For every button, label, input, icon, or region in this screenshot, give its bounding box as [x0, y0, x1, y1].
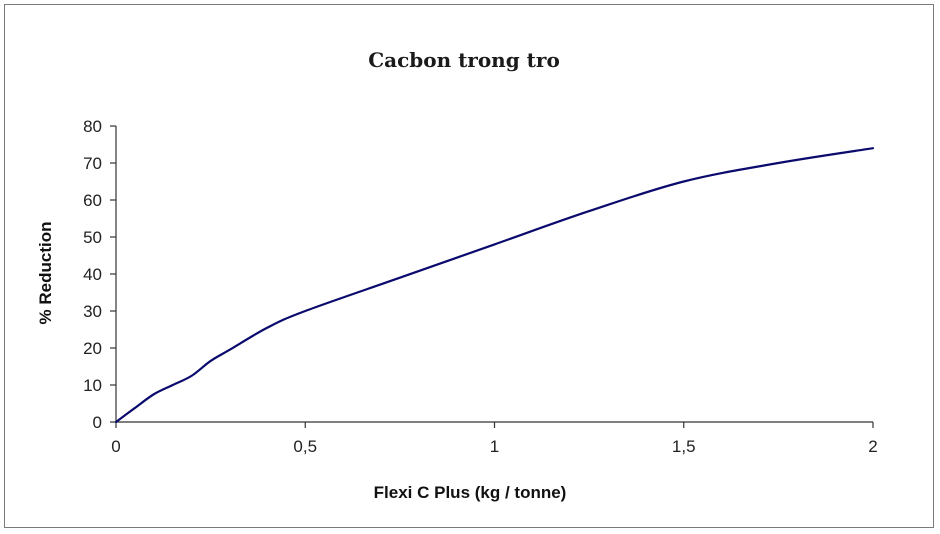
y-tick-label: 40 — [83, 265, 102, 284]
series-line — [114, 147, 875, 424]
y-tick-label: 50 — [83, 228, 102, 247]
y-tick-label: 30 — [83, 302, 102, 321]
x-tick-label: 1,5 — [672, 437, 696, 456]
x-axis-label: Flexi C Plus (kg / tonne) — [374, 483, 567, 502]
x-tick-label: 0 — [111, 437, 120, 456]
chart-title: Cacbon trong tro — [368, 48, 560, 72]
y-tick-label: 70 — [83, 154, 102, 173]
series-group — [114, 147, 875, 424]
y-tick-label: 80 — [83, 117, 102, 136]
y-tick-label: 10 — [83, 376, 102, 395]
x-tick-label: 1 — [490, 437, 499, 456]
axes — [115, 126, 873, 423]
chart-frame: Cacbon trong tro 0 10 20 30 40 50 60 70 80 0 0,5 1… — [4, 4, 934, 528]
x-tick-label: 2 — [868, 437, 877, 456]
x-axis-ticks: 0 0,5 1 1,5 2 — [111, 422, 878, 456]
y-tick-label: 0 — [93, 413, 102, 432]
y-axis-ticks: 0 10 20 30 40 50 60 70 80 — [83, 117, 116, 432]
y-tick-label: 60 — [83, 191, 102, 210]
x-tick-label: 0,5 — [293, 437, 317, 456]
y-axis-label: % Reduction — [36, 222, 55, 325]
y-tick-label: 20 — [83, 339, 102, 358]
line-chart: Cacbon trong tro 0 10 20 30 40 50 60 70 80 0 0,5 1… — [36, 48, 878, 502]
